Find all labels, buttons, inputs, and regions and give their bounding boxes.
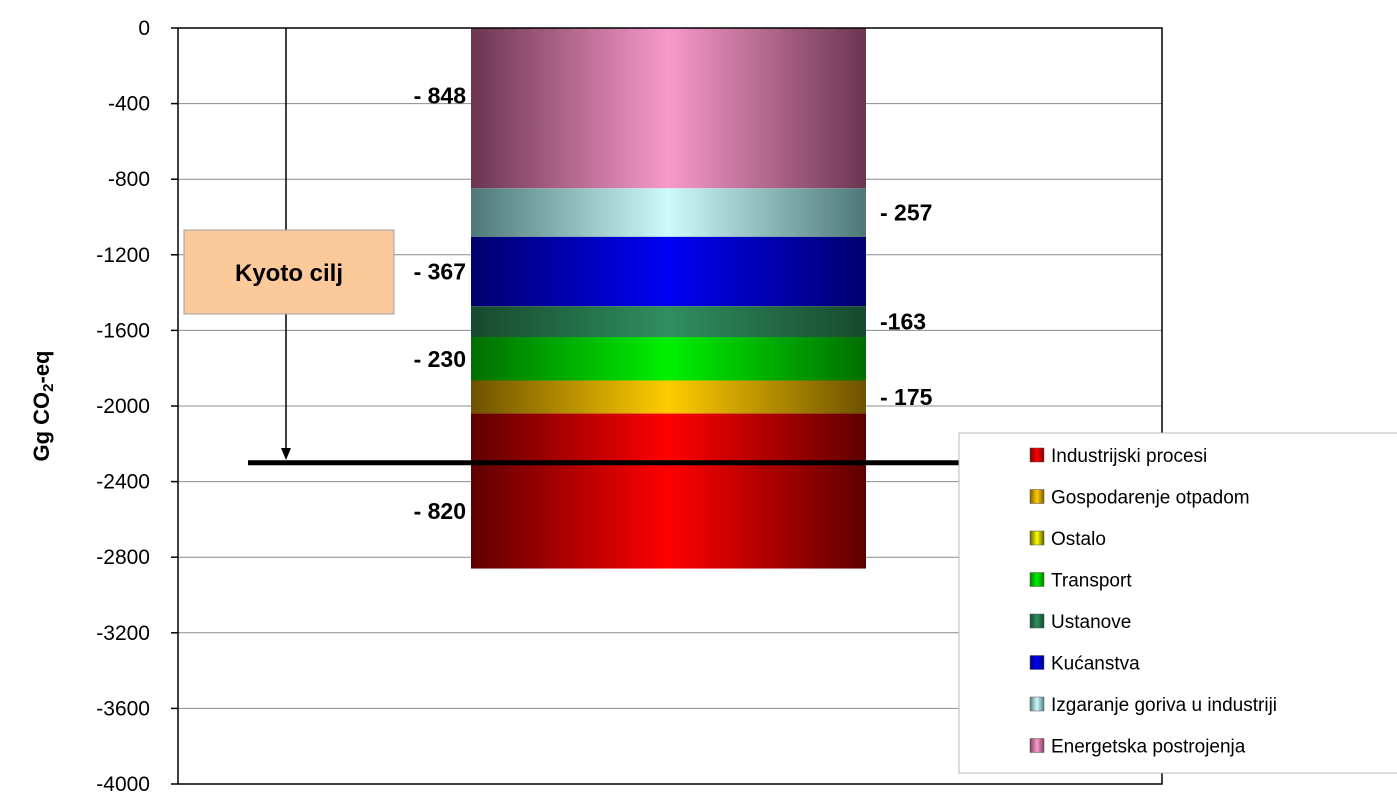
legend-label-kucanstva: Kućanstva bbox=[1051, 654, 1140, 675]
data-label-gospodarenje-otpadom: - 175 bbox=[880, 384, 933, 410]
bar-segment-transport bbox=[471, 337, 866, 381]
data-label-kucanstva: - 367 bbox=[414, 259, 466, 285]
legend-label-transport: Transport bbox=[1051, 571, 1132, 592]
bar-segment-industrijski-procesi bbox=[471, 413, 866, 569]
data-label-industrijski-procesi: - 820 bbox=[414, 498, 466, 524]
y-axis-label: Gg CO2-eq bbox=[29, 350, 57, 461]
bar-segment-ustanove bbox=[471, 306, 866, 338]
legend-label-ostalo: Ostalo bbox=[1051, 529, 1106, 550]
y-axis-label-suffix: -eq bbox=[29, 350, 54, 383]
kyoto-arrow-head bbox=[281, 448, 291, 460]
bar-segment-kucanstva bbox=[471, 236, 866, 307]
y-tick-label: -2800 bbox=[96, 546, 150, 569]
y-tick-label: -2400 bbox=[96, 471, 150, 494]
kyoto-label-box bbox=[183, 229, 395, 315]
y-tick-label: -4000 bbox=[96, 773, 150, 796]
data-label-transport: - 230 bbox=[414, 346, 466, 372]
data-label-energetska-postrojenja: - 848 bbox=[414, 82, 467, 108]
y-tick-label: -3200 bbox=[96, 622, 150, 645]
y-tick-label: -1200 bbox=[96, 244, 150, 267]
legend-swatch-industrijski-procesi bbox=[1029, 447, 1045, 463]
y-tick-label: 0 bbox=[138, 17, 150, 40]
legend-label-ustanove: Ustanove bbox=[1051, 612, 1131, 633]
y-axis: 0 -400 -800 -1200 -1600 -2000 -2400 -2800 -3200 -… bbox=[96, 17, 178, 796]
y-axis-label-subscript: 2 bbox=[40, 383, 57, 391]
data-label-ustanove: -163 bbox=[880, 309, 926, 335]
legend-label-industrijski-procesi: Industrijski procesi bbox=[1051, 446, 1207, 467]
stacked-bar bbox=[471, 28, 866, 569]
legend-label-gospodarenje-otpadom: Gospodarenje otpadom bbox=[1051, 488, 1250, 509]
data-label-izgaranje-goriva-u-industriji: - 257 bbox=[880, 200, 932, 226]
legend: Industrijski procesi Gospodarenje otpadom… bbox=[958, 432, 1397, 774]
legend-swatch-kucanstva bbox=[1029, 655, 1045, 670]
y-tick-label: -3600 bbox=[96, 697, 150, 720]
data-labels: - 848 - 257 - 367 -163 - 230 - 175 - 820 bbox=[414, 82, 933, 524]
legend-swatch-ustanove bbox=[1029, 613, 1045, 629]
bar-segment-energetska-postrojenja bbox=[471, 28, 866, 189]
y-tick-label: -400 bbox=[108, 93, 150, 116]
kyoto-label: Kyoto cilj bbox=[235, 260, 343, 287]
legend-label-energetska-postrojenja: Energetska postrojenja bbox=[1051, 737, 1246, 758]
y-tick-label: -800 bbox=[108, 168, 150, 191]
kyoto-annotation: Kyoto cilj bbox=[183, 28, 975, 466]
legend-swatch-energetska-postrojenja bbox=[1029, 738, 1045, 753]
bar-segment-izgaranje-goriva-u-industriji bbox=[471, 188, 866, 237]
y-tick-label: -1600 bbox=[96, 319, 150, 342]
y-tick-label: -2000 bbox=[96, 395, 150, 418]
legend-swatch-gospodarenje-otpadom bbox=[1029, 489, 1045, 504]
bar-segment-gospodarenje-otpadom bbox=[471, 380, 866, 414]
legend-swatch-transport bbox=[1029, 572, 1045, 587]
legend-box bbox=[958, 432, 1397, 774]
legend-label-izgaranje-goriva-u-industriji: Izgaranje goriva u industriji bbox=[1051, 695, 1277, 716]
legend-swatch-ostalo bbox=[1029, 530, 1045, 546]
legend-swatch-izgaranje-goriva-u-industriji bbox=[1029, 696, 1045, 712]
y-axis-label-main: Gg CO bbox=[29, 392, 54, 462]
